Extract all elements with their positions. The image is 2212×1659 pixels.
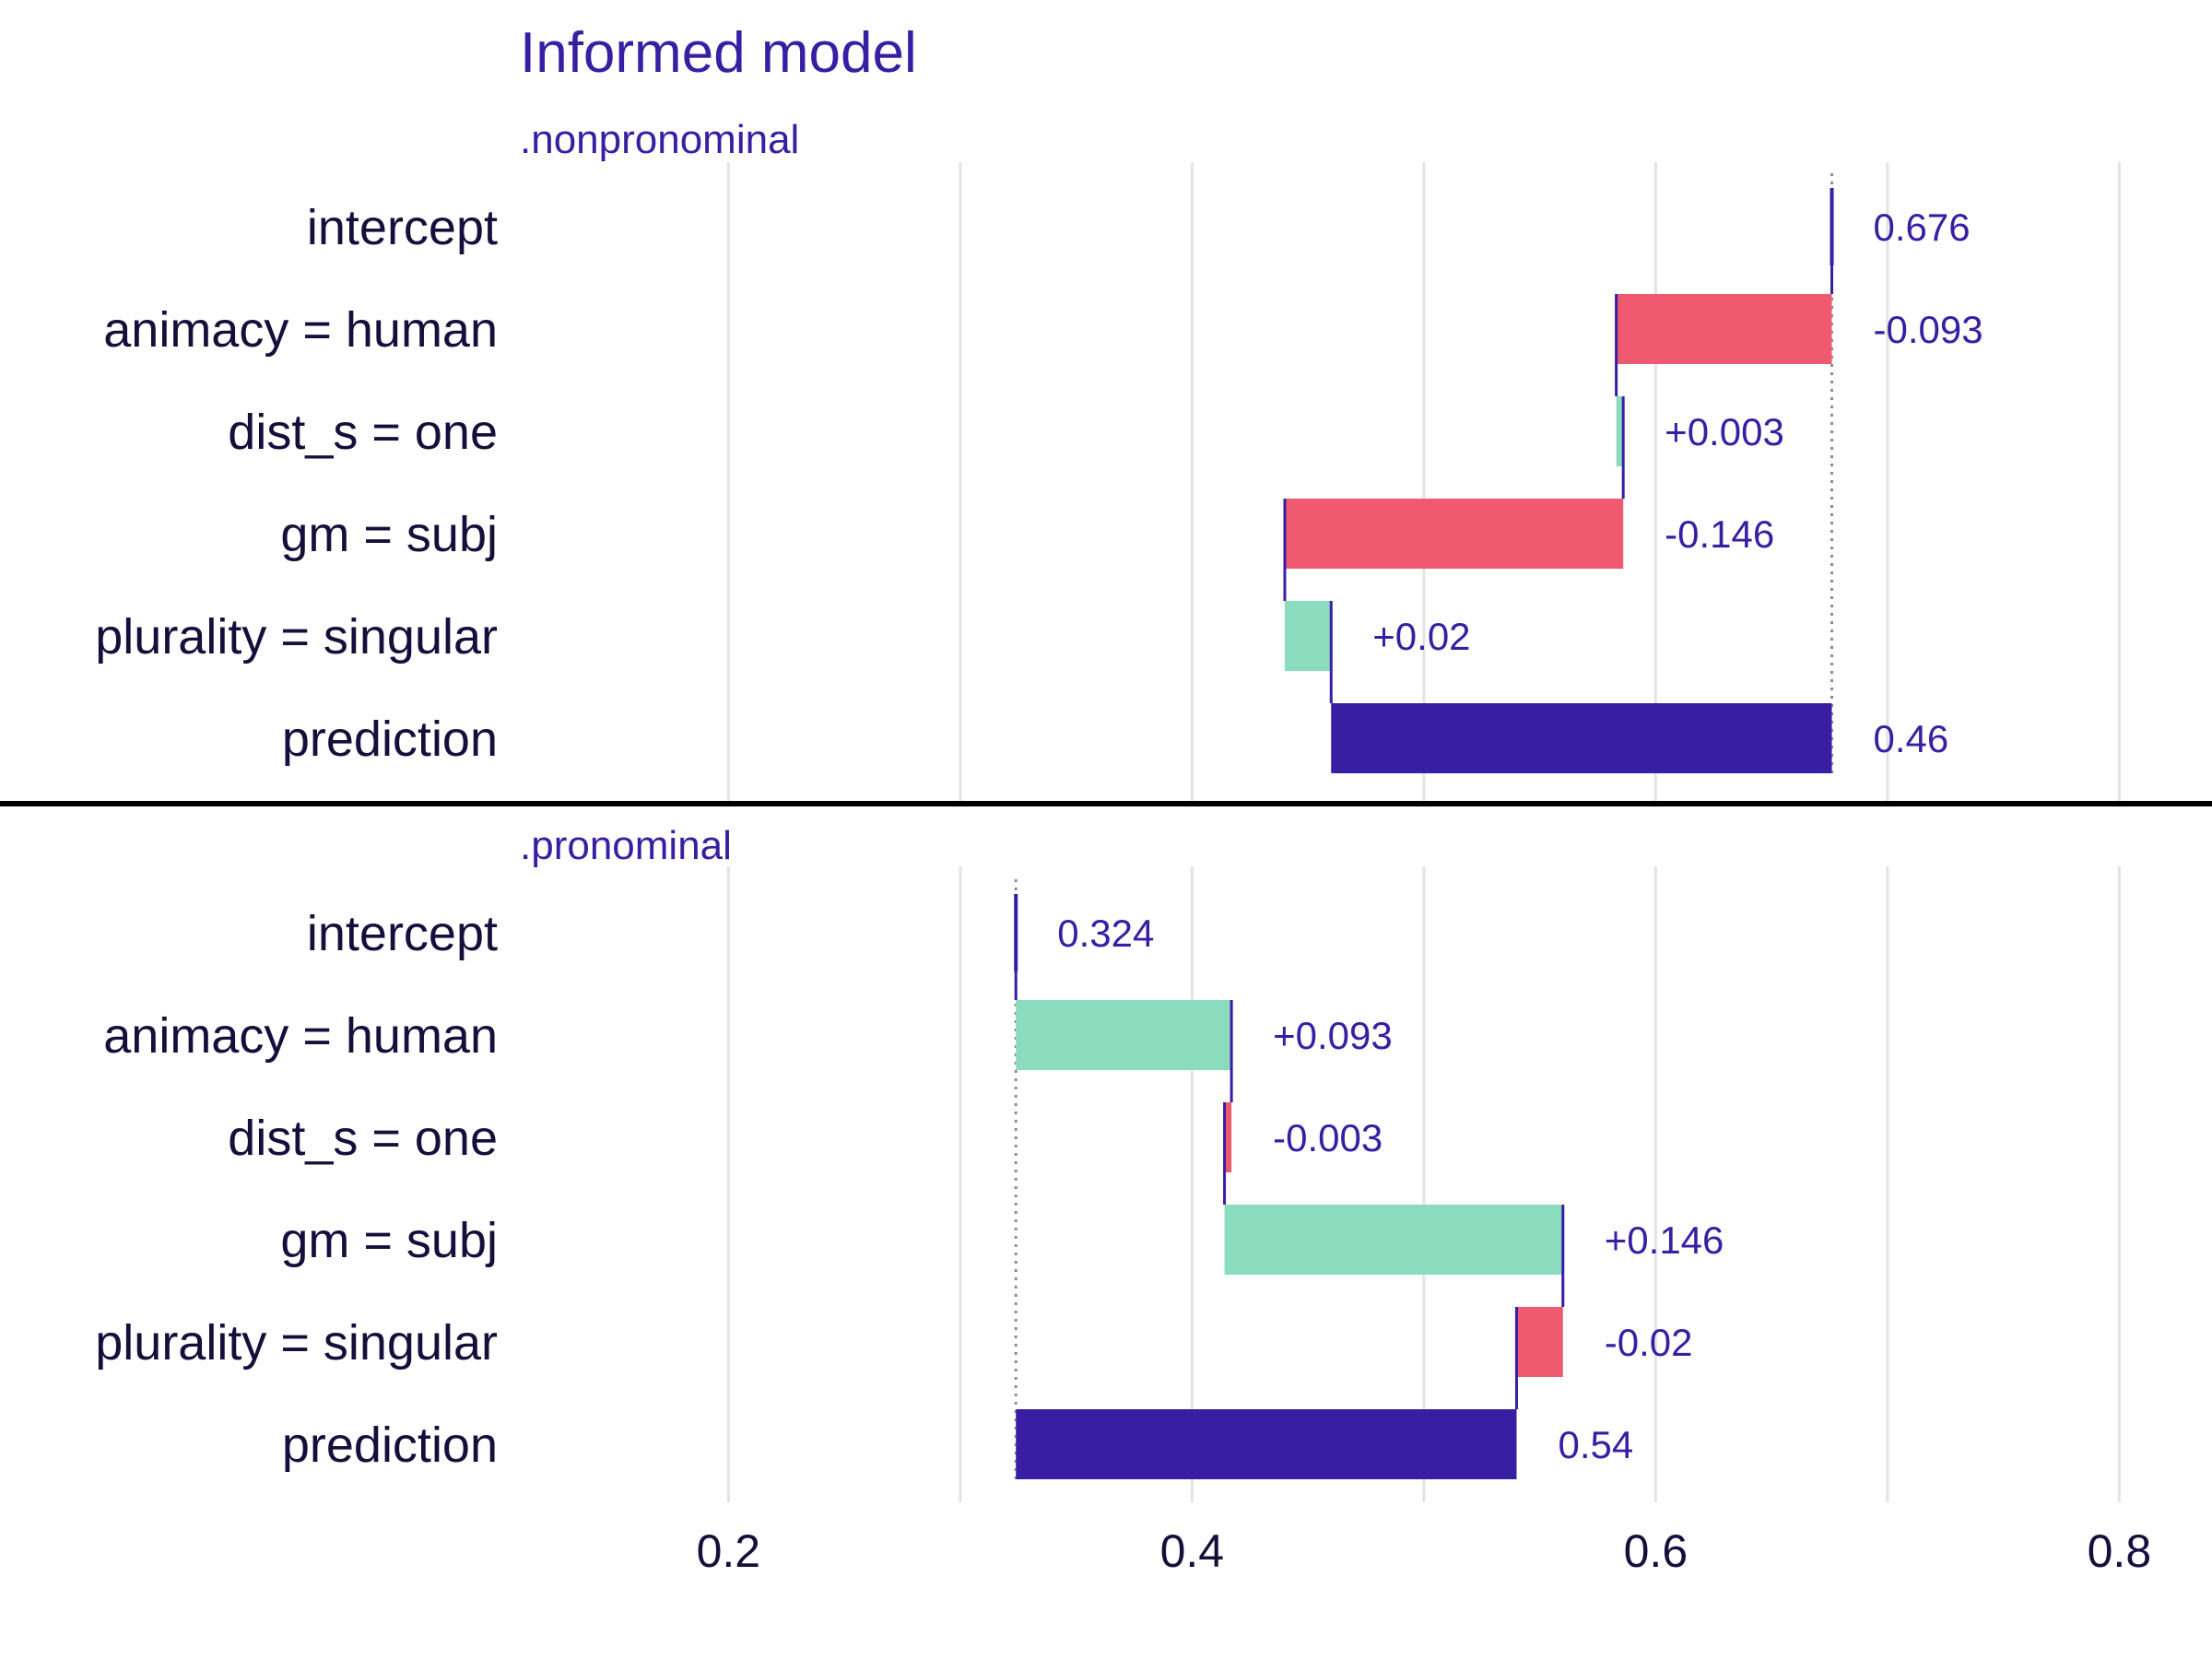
variable-label: intercept <box>307 200 498 255</box>
value-label: 0.676 <box>1874 206 1971 249</box>
x-tick-label: 0.8 <box>2088 1525 2152 1577</box>
value-label: -0.093 <box>1874 308 1983 351</box>
panel-label: .nonpronominal <box>520 117 799 162</box>
variable-label: gm = subj <box>280 1213 498 1268</box>
variable-label: intercept <box>307 906 498 961</box>
value-label: -0.003 <box>1273 1116 1382 1159</box>
variable-label: gm = subj <box>280 507 498 562</box>
panel-nonpronominal: .nonpronominal intercept 0.676 animacy = hu… <box>95 117 2121 802</box>
x-tick-label: 0.4 <box>1160 1525 1225 1577</box>
variable-label: dist_s = one <box>228 405 498 460</box>
positive-bar <box>1284 601 1332 671</box>
negative-bar <box>1224 1102 1232 1172</box>
positive-bar <box>1616 396 1624 466</box>
value-label: 0.54 <box>1558 1423 1633 1466</box>
value-label: -0.02 <box>1605 1321 1693 1364</box>
panel-pronominal: .pronominal intercept 0.324 animacy = human… <box>95 823 2121 1502</box>
prediction-bar <box>1016 1409 1517 1479</box>
panels: .nonpronominal intercept 0.676 animacy = hu… <box>95 117 2121 1502</box>
value-label: +0.02 <box>1372 615 1470 658</box>
variable-label: dist_s = one <box>228 1111 498 1166</box>
panel-label: .pronominal <box>520 823 732 868</box>
value-label: 0.324 <box>1057 912 1154 955</box>
variable-label: prediction <box>282 712 498 767</box>
negative-bar <box>1616 294 1832 364</box>
variable-label: plurality = singular <box>95 1315 498 1371</box>
negative-bar <box>1284 499 1624 569</box>
negative-bar <box>1516 1307 1563 1377</box>
variable-label: plurality = singular <box>95 609 498 665</box>
value-label: -0.146 <box>1665 512 1774 556</box>
variable-label: animacy = human <box>103 302 498 358</box>
value-label: 0.46 <box>1874 717 1949 760</box>
positive-bar <box>1016 1000 1232 1070</box>
chart-title: Informed model <box>520 21 917 85</box>
value-label: +0.146 <box>1605 1218 1724 1262</box>
prediction-bar <box>1331 703 1832 773</box>
variable-label: animacy = human <box>103 1008 498 1064</box>
positive-bar <box>1224 1205 1563 1275</box>
x-tick-label: 0.2 <box>697 1525 761 1577</box>
value-label: +0.093 <box>1273 1014 1393 1057</box>
x-axis: 0.2 0.4 0.6 0.8 <box>697 1525 2152 1577</box>
variable-label: prediction <box>282 1418 498 1473</box>
x-tick-label: 0.6 <box>1624 1525 1688 1577</box>
value-label: +0.003 <box>1665 410 1784 453</box>
